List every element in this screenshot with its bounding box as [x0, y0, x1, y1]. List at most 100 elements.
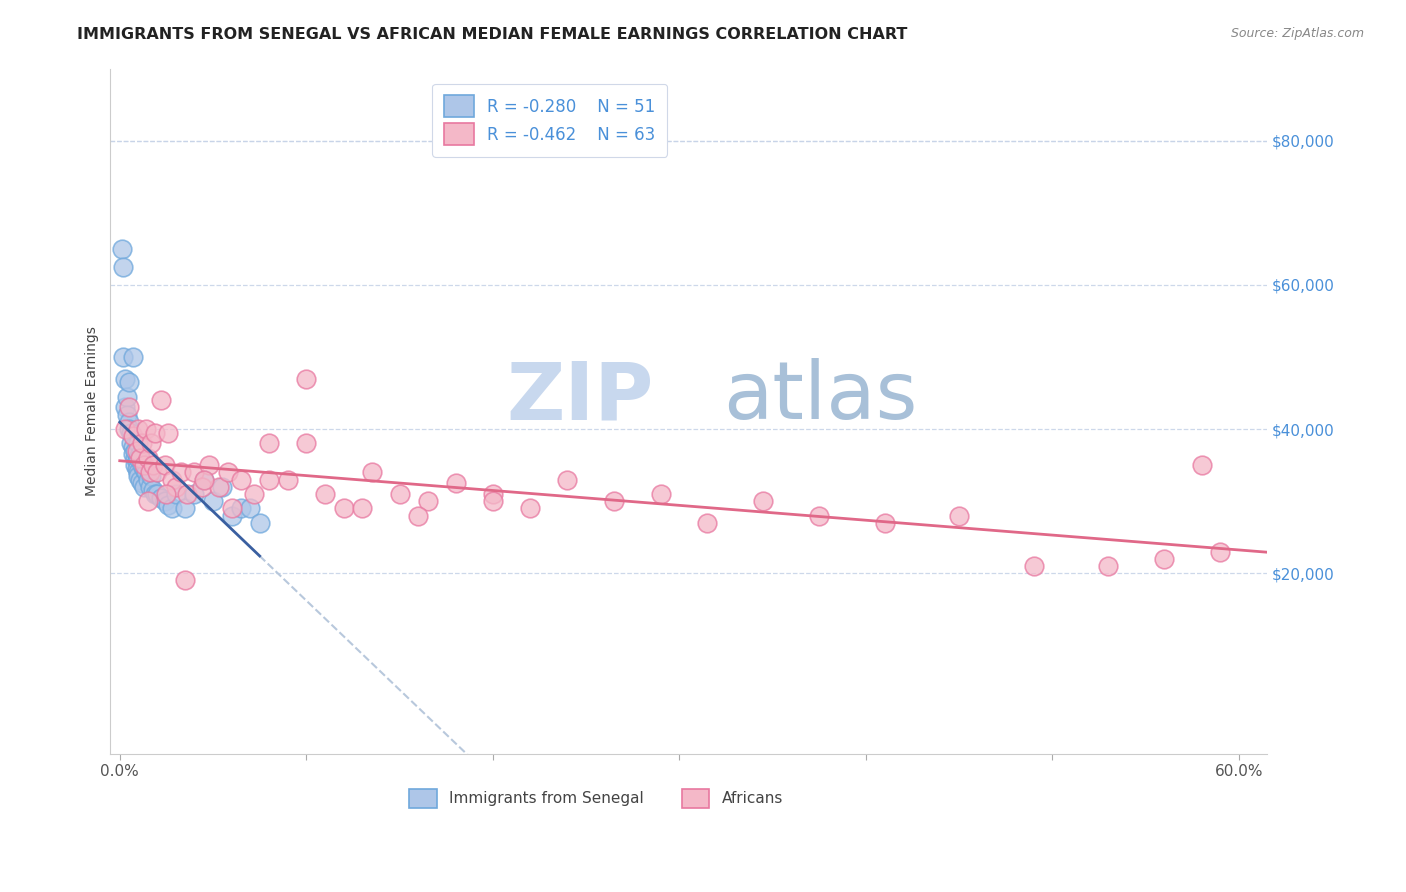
Point — [114, 422, 136, 436]
Point — [149, 393, 172, 408]
Point — [127, 450, 149, 465]
Point — [221, 508, 243, 523]
Point — [191, 480, 214, 494]
Point — [277, 473, 299, 487]
Point — [221, 501, 243, 516]
Point — [136, 450, 159, 465]
Point — [229, 501, 252, 516]
Point — [112, 350, 135, 364]
Point — [217, 465, 239, 479]
Point — [948, 508, 970, 523]
Point — [207, 480, 229, 494]
Point — [406, 508, 429, 523]
Point — [444, 476, 467, 491]
Point — [125, 443, 148, 458]
Point — [808, 508, 831, 523]
Point — [136, 494, 159, 508]
Point — [127, 469, 149, 483]
Point — [129, 450, 152, 465]
Point — [141, 436, 163, 450]
Point — [115, 408, 138, 422]
Point — [157, 425, 180, 440]
Point — [132, 480, 155, 494]
Point — [519, 501, 541, 516]
Point — [211, 480, 233, 494]
Point — [127, 422, 149, 436]
Point — [183, 465, 205, 479]
Point — [873, 516, 896, 530]
Point — [131, 458, 153, 472]
Point — [136, 473, 159, 487]
Point — [131, 436, 153, 450]
Point — [482, 487, 505, 501]
Point — [135, 465, 157, 479]
Point — [118, 422, 141, 436]
Point — [115, 390, 138, 404]
Point — [165, 480, 187, 494]
Point — [121, 429, 143, 443]
Point — [295, 436, 318, 450]
Point — [155, 487, 177, 501]
Point — [650, 487, 672, 501]
Text: Source: ZipAtlas.com: Source: ZipAtlas.com — [1230, 27, 1364, 40]
Point — [176, 487, 198, 501]
Point — [165, 487, 187, 501]
Point — [118, 401, 141, 415]
Point — [174, 501, 197, 516]
Point — [157, 498, 180, 512]
Point — [696, 516, 718, 530]
Point — [141, 469, 163, 483]
Point — [127, 465, 149, 479]
Point — [360, 465, 382, 479]
Point — [243, 487, 266, 501]
Point — [1022, 559, 1045, 574]
Point — [388, 487, 411, 501]
Point — [121, 350, 143, 364]
Point — [118, 375, 141, 389]
Point — [138, 465, 160, 479]
Point — [125, 461, 148, 475]
Point — [1153, 551, 1175, 566]
Point — [257, 436, 280, 450]
Point — [129, 473, 152, 487]
Point — [193, 473, 215, 487]
Point — [1097, 559, 1119, 574]
Point — [193, 473, 215, 487]
Point — [160, 473, 183, 487]
Point — [153, 494, 176, 508]
Text: ZIP: ZIP — [506, 359, 654, 436]
Point — [257, 473, 280, 487]
Point — [352, 501, 374, 516]
Point — [482, 494, 505, 508]
Point — [132, 458, 155, 472]
Point — [120, 436, 142, 450]
Text: IMMIGRANTS FROM SENEGAL VS AFRICAN MEDIAN FEMALE EARNINGS CORRELATION CHART: IMMIGRANTS FROM SENEGAL VS AFRICAN MEDIA… — [77, 27, 908, 42]
Point — [110, 242, 132, 256]
Point — [1209, 544, 1232, 558]
Point — [332, 501, 354, 516]
Point — [174, 574, 197, 588]
Point — [125, 454, 148, 468]
Point — [114, 371, 136, 385]
Point — [112, 260, 135, 274]
Point — [229, 473, 252, 487]
Point — [170, 465, 193, 479]
Point — [118, 415, 141, 429]
Point — [1191, 458, 1213, 472]
Point — [198, 458, 221, 472]
Point — [149, 491, 172, 505]
Point — [142, 483, 165, 498]
Point — [202, 494, 225, 508]
Point — [127, 436, 149, 450]
Point — [124, 450, 146, 465]
Point — [143, 487, 166, 501]
Point — [138, 480, 160, 494]
Y-axis label: Median Female Earnings: Median Female Earnings — [86, 326, 100, 496]
Point — [183, 487, 205, 501]
Legend: Immigrants from Senegal, Africans: Immigrants from Senegal, Africans — [404, 782, 789, 814]
Point — [752, 494, 775, 508]
Point — [132, 461, 155, 475]
Point — [557, 473, 579, 487]
Point — [146, 465, 169, 479]
Point — [416, 494, 439, 508]
